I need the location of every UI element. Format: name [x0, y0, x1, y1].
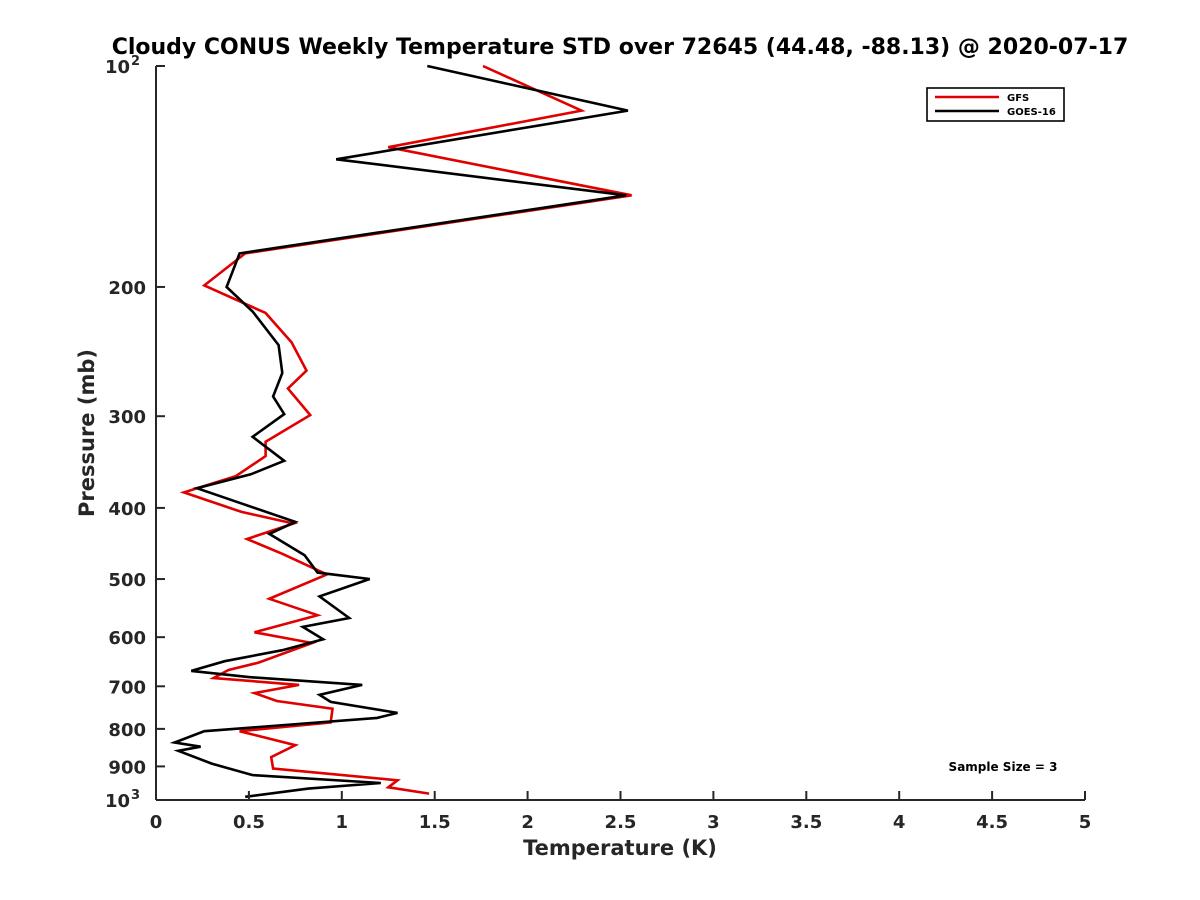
y-tick-label: 900 [108, 757, 146, 778]
x-tick-label: 0 [150, 812, 163, 833]
y-tick-label: 800 [108, 720, 146, 741]
series-line-goes-16 [169, 64, 629, 799]
y-tick-exponent: 2 [131, 54, 140, 69]
x-tick-label: 2 [521, 812, 534, 833]
y-axis-label: Pressure (mb) [75, 349, 99, 517]
x-tick-label: 5 [1079, 812, 1092, 833]
x-tick-label: 4 [893, 812, 906, 833]
x-tick-label: 1.5 [419, 812, 451, 833]
legend-label: GOES-16 [1007, 107, 1056, 118]
y-tick-label: 200 [108, 278, 146, 299]
series-layer [169, 64, 632, 799]
x-tick-label: 1 [336, 812, 349, 833]
y-tick-exponent: 3 [131, 788, 140, 803]
sample-size-annotation: Sample Size = 3 [949, 760, 1058, 774]
chart-title: Cloudy CONUS Weekly Temperature STD over… [112, 35, 1129, 60]
x-tick-label: 3 [707, 812, 720, 833]
x-axis-label: Temperature (K) [523, 836, 717, 860]
x-tick-label: 2.5 [605, 812, 637, 833]
x-tick-label: 3.5 [790, 812, 822, 833]
x-tick-label: 4.5 [976, 812, 1008, 833]
y-tick-label: 300 [108, 407, 146, 428]
y-tick-label: 500 [108, 570, 146, 591]
y-tick-label: 600 [108, 628, 146, 649]
y-tick-label: 700 [108, 677, 146, 698]
legend-label: GFS [1007, 93, 1029, 104]
axes-layer: 0 0.5 1 1.5 2 2.5 3 3.5 4 4.5 510 22003004005006007… [105, 54, 1091, 833]
x-tick-label: 0.5 [233, 812, 265, 833]
legend: GFS GOES-16 [926, 87, 1065, 122]
legend-box [926, 87, 1065, 122]
y-tick-label: 400 [108, 499, 146, 520]
y-tick-label: 10 [105, 791, 130, 812]
y-tick-label: 10 [105, 57, 130, 78]
series-line-gfs [179, 64, 632, 795]
